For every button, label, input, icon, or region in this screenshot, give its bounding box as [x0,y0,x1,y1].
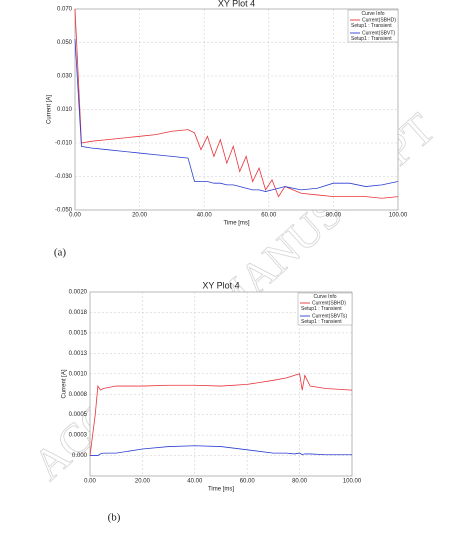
legend-box [297,292,353,326]
x-tick-label: 20.00 [132,213,148,219]
chart-title: XY Plot 4 [218,0,255,8]
legend-label: Current(SBVTs) [312,313,347,319]
y-tick-label: 0.0020 [69,290,88,296]
x-tick-label: 60.00 [261,213,277,219]
x-tick-label: 40.00 [187,479,203,485]
x-tick-label: 80.00 [292,479,308,485]
data-line [74,8,399,199]
chart-title: XY Plot 4 [202,280,239,290]
legend-title: Curve Info [313,294,336,300]
x-tick-label: 80.00 [326,213,342,219]
y-tick-label: -0.050 [55,208,73,214]
y-tick-label: 0.0005 [69,412,88,418]
y-tick-label: 0.0015 [69,330,88,336]
x-axis-label: Time [ms] [223,221,249,227]
y-tick-label: 0.0010 [69,371,88,377]
y-tick-label: 0.0003 [69,433,88,439]
data-line [89,373,353,456]
legend-label: Current(SBHD) [362,17,396,23]
y-tick-label: -0.010 [55,141,73,147]
y-tick-label: 0.010 [57,107,73,113]
y-axis-label: Current [A] [47,95,53,124]
y-tick-label: 0.000 [72,453,88,459]
panel-label: (a) [54,247,67,259]
legend-setup: Setup1 : Transient [351,36,392,42]
x-tick-label: 100.00 [389,213,408,219]
x-axis-label: Time [ms] [208,487,234,493]
legend-title: Curve Info [361,11,384,17]
y-tick-label: 0.070 [57,7,73,13]
x-tick-label: 100.00 [343,479,362,485]
legend-box [347,9,399,43]
y-tick-label: -0.030 [55,174,73,180]
legend-setup: Setup1 : Transient [351,23,392,29]
legend-setup: Setup1 : Transient [301,306,342,312]
y-tick-label: 0.030 [57,74,73,80]
data-line [74,39,399,192]
x-tick-label: 60.00 [240,479,256,485]
x-tick-label: 20.00 [135,479,151,485]
y-axis-label: Current [A] [62,369,68,398]
legend-setup: Setup1 : Transient [301,319,342,325]
panel-label: (b) [108,512,121,524]
y-tick-label: 0.0018 [69,310,88,316]
y-tick-label: 0.0008 [69,392,88,398]
x-tick-label: 0.00 [84,479,96,485]
y-tick-label: 0.0013 [69,351,88,357]
legend-label: Current(SBVT) [362,30,395,36]
x-tick-label: 0.00 [69,213,81,219]
data-line [90,445,352,456]
x-tick-label: 40.00 [197,213,213,219]
legend-label: Current(SBHD) [312,300,346,306]
y-tick-label: 0.050 [57,40,73,46]
